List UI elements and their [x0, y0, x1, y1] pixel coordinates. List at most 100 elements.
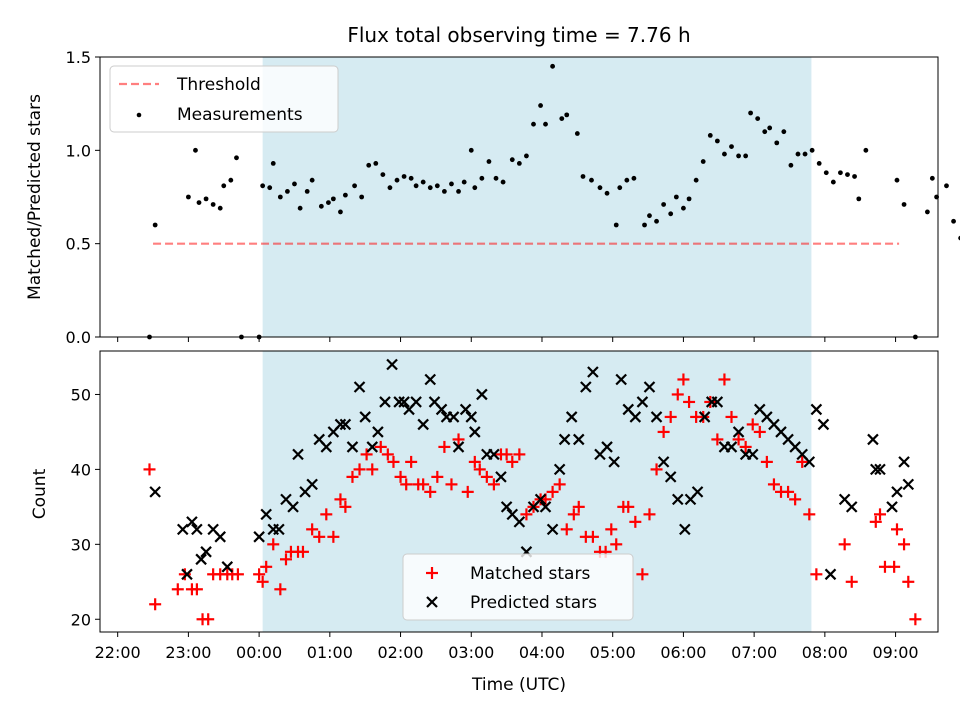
predicted-star-point: [452, 441, 465, 453]
matched-star-point: [387, 455, 400, 468]
measurement-point: [456, 189, 461, 194]
predicted-star-point: [500, 501, 513, 513]
predicted-star-point: [615, 373, 627, 386]
measurement-point: [326, 200, 331, 206]
measurement-point: [342, 192, 348, 198]
measurement-point: [203, 196, 209, 202]
bottom-y-tick-label: 40: [71, 460, 91, 479]
matched-star-point: [643, 508, 656, 521]
matched-star-point: [753, 425, 766, 438]
predicted-star-point: [803, 456, 816, 468]
measurement-point: [631, 175, 637, 181]
measurement-point: [185, 194, 191, 200]
measurement-point: [550, 63, 555, 69]
measurement-point: [755, 116, 761, 121]
predicted-star-point: [435, 403, 448, 416]
matched-star-point: [260, 560, 273, 573]
measurement-point: [359, 194, 365, 200]
matched-star-point: [405, 455, 418, 468]
measurement-point: [152, 222, 158, 228]
predicted-star-point: [181, 568, 193, 581]
measurement-point: [373, 161, 379, 166]
measurement-point: [449, 181, 454, 187]
predicted-star-point: [671, 493, 684, 506]
measurement-point: [788, 162, 794, 168]
matched-star-point: [902, 575, 915, 588]
matched-star-point: [567, 508, 580, 521]
matched-star-point: [178, 568, 191, 581]
measurement-point: [762, 129, 768, 135]
matched-star-point: [253, 568, 266, 581]
measurement-point: [736, 153, 741, 159]
predicted-star-point: [398, 396, 410, 408]
x-tick-label: 03:00: [448, 643, 494, 662]
measurement-point: [394, 177, 400, 183]
matched-star-point: [683, 395, 696, 408]
matched-star-point: [888, 560, 901, 573]
predicted-star-point: [214, 531, 226, 543]
predicted-star-point: [732, 426, 745, 438]
measurement-point: [673, 194, 679, 200]
matched-star-point: [586, 530, 599, 543]
measurement-point: [686, 196, 692, 202]
predicted-star-point: [869, 463, 882, 476]
measurement-point: [642, 222, 647, 228]
predicted-star-point: [553, 463, 566, 476]
matched-star-point: [520, 508, 533, 521]
matched-star-point: [279, 553, 292, 566]
measurement-point: [894, 177, 900, 183]
predicted-star-point: [149, 486, 161, 498]
matched-star-point: [171, 583, 184, 596]
matched-star-point: [506, 455, 519, 468]
matched-star-point: [909, 613, 922, 626]
matched-star-point: [149, 598, 162, 611]
matched-star-point: [845, 575, 858, 588]
measurement-point: [387, 185, 393, 191]
matched-star-point: [810, 568, 823, 581]
predicted-stars-series: [149, 358, 915, 581]
matched-star-point: [320, 508, 333, 521]
x-tick-label: 00:00: [236, 643, 282, 662]
measurement-point: [285, 189, 290, 194]
measurement-point: [366, 162, 372, 168]
measurement-point: [493, 175, 499, 181]
predicted-star-point: [469, 426, 481, 438]
measurement-point: [524, 153, 529, 159]
matched-star-point: [417, 478, 430, 491]
measurement-point: [845, 172, 850, 178]
predicted-star-point: [366, 441, 379, 453]
measurement-point: [210, 202, 216, 207]
measurement-point: [401, 174, 407, 179]
matched-star-point: [767, 478, 780, 491]
measurement-point: [729, 144, 734, 150]
x-tick-label: 07:00: [731, 643, 777, 662]
predicted-star-point: [221, 561, 234, 573]
predicted-star-point: [287, 501, 299, 513]
measurement-point: [693, 177, 699, 183]
legend-matched-label: Matched stars: [470, 564, 590, 584]
x-tick-label: 04:00: [519, 643, 565, 662]
predicted-star-point: [636, 396, 649, 408]
measurement-point: [500, 179, 506, 185]
measurement-point: [781, 129, 787, 135]
top-y-tick-label: 0.5: [66, 235, 91, 254]
measurement-point: [461, 179, 467, 185]
matched-star-point: [353, 463, 366, 476]
matched-star-point: [346, 470, 359, 483]
x-tick-label: 02:00: [377, 643, 423, 662]
matched-star-point: [438, 440, 451, 453]
matched-star-point: [838, 538, 851, 551]
predicted-star-point: [679, 523, 691, 536]
measurement-point: [413, 183, 419, 189]
measurement-point: [309, 177, 315, 183]
predicted-star-point: [195, 553, 207, 566]
measurement-point: [531, 121, 536, 127]
predicted-star-point: [353, 381, 366, 393]
measurement-point: [380, 172, 386, 178]
predicted-star-point: [465, 411, 478, 423]
predicted-star-point: [410, 396, 422, 408]
measurement-point: [479, 175, 485, 181]
measurement-point: [816, 161, 822, 166]
measurement-point: [352, 183, 357, 189]
top-panel: 0.0 0.5 1.0 1.5 Matched/Predicted stars Thr…: [25, 48, 960, 347]
